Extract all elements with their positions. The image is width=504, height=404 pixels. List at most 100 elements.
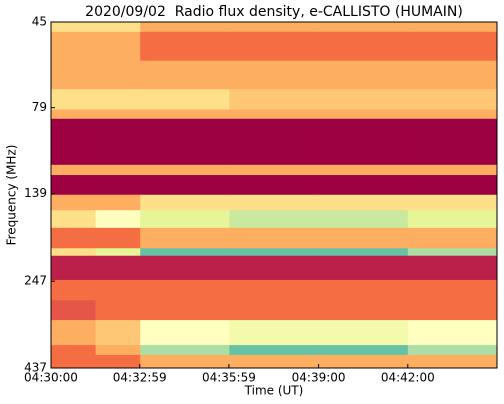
heatmap-cell <box>407 118 498 166</box>
heatmap-cell <box>318 60 409 90</box>
heatmap-cell <box>95 22 141 33</box>
heatmap-cell <box>229 175 320 196</box>
y-tick-label: 79 <box>32 100 47 114</box>
heatmap-cell <box>140 227 230 249</box>
heatmap-cell <box>140 31 230 62</box>
heatmap-cell <box>51 300 97 321</box>
heatmap-cell <box>95 279 141 301</box>
heatmap-cell <box>51 60 97 90</box>
heatmap-cell <box>318 109 409 120</box>
heatmap-cell <box>95 175 141 196</box>
heatmap-cell <box>51 320 97 346</box>
heatmap-cell <box>229 109 320 120</box>
heatmap-cell <box>407 300 498 321</box>
heatmap-cell <box>140 345 230 356</box>
heatmap-cell <box>51 194 97 211</box>
heatmap-cell <box>318 320 409 346</box>
heatmap-cell <box>229 210 320 229</box>
heatmap-cell <box>229 118 320 166</box>
heatmap-cell <box>318 345 409 356</box>
heatmap-cell <box>140 164 230 176</box>
heatmap-cell <box>407 164 498 176</box>
heatmap-cell <box>140 175 230 196</box>
heatmap-cell <box>51 279 97 301</box>
heatmap-cell <box>140 194 230 211</box>
heatmap-cell <box>318 227 409 249</box>
heatmap-cell <box>51 255 97 281</box>
heatmap-cell <box>318 175 409 196</box>
heatmap-cell <box>140 210 230 229</box>
heatmap-cell <box>229 227 320 249</box>
heatmap-cell <box>51 175 97 196</box>
heatmap-cell <box>51 345 97 356</box>
heatmap-cell <box>51 109 97 120</box>
heatmap-cell <box>229 345 320 356</box>
heatmap-cell <box>51 22 97 33</box>
heatmap-cell <box>407 354 498 369</box>
heatmap-cell <box>140 300 230 321</box>
heatmap-cell <box>140 255 230 281</box>
heatmap-cell <box>318 164 409 176</box>
heatmap-cell <box>318 210 409 229</box>
heatmap-cell <box>95 194 141 211</box>
heatmap-cell <box>318 89 409 111</box>
heatmap-cell <box>229 279 320 301</box>
heatmap-cell <box>407 248 498 257</box>
x-tick-label: 04:39:00 <box>292 371 346 385</box>
heatmap-cell <box>407 320 498 346</box>
heatmap-cell <box>407 194 498 211</box>
heatmap-cell <box>229 320 320 346</box>
heatmap-cell <box>140 60 230 90</box>
heatmap-cell <box>229 164 320 176</box>
heatmap-cell <box>229 89 320 111</box>
heatmap-cell <box>51 89 97 111</box>
heatmap-cell <box>318 194 409 211</box>
heatmap-cell <box>140 248 230 257</box>
heatmap-cell <box>95 164 141 176</box>
heatmap-cell <box>407 210 498 229</box>
heatmap-cell <box>140 320 230 346</box>
x-tick-label: 04:42:00 <box>381 371 435 385</box>
heatmap-cell <box>95 60 141 90</box>
heatmap-cell <box>95 109 141 120</box>
heatmap-cell <box>95 320 141 346</box>
heatmap-cell <box>407 175 498 196</box>
heatmap-cell <box>95 354 141 369</box>
heatmap-cell <box>51 354 97 369</box>
heatmap-cell <box>407 345 498 356</box>
y-tick-label: 247 <box>24 274 47 288</box>
heatmap-cell <box>51 164 97 176</box>
chart-title: 2020/09/02 Radio flux density, e-CALLIST… <box>85 4 463 20</box>
heatmap-cell <box>407 89 498 111</box>
x-tick-label: 04:35:59 <box>202 371 256 385</box>
heatmap-cell <box>229 31 320 62</box>
y-tick-label: 437 <box>24 361 47 375</box>
x-tick-label: 04:30:00 <box>24 371 78 385</box>
heatmap-cell <box>318 31 409 62</box>
heatmap-cell <box>140 22 230 33</box>
heatmap-cell <box>318 300 409 321</box>
heatmap-cell <box>95 345 141 356</box>
heatmap-cell <box>318 22 409 33</box>
heatmap-cell <box>318 118 409 166</box>
heatmap-cell <box>51 210 97 229</box>
heatmap-cell <box>407 60 498 90</box>
heatmap-cell <box>407 31 498 62</box>
heatmap-cell <box>229 354 320 369</box>
heatmap-cell <box>51 227 97 249</box>
heatmap-cell <box>407 22 498 33</box>
heatmap-cell <box>407 227 498 249</box>
heatmap-cell <box>318 354 409 369</box>
heatmap-cell <box>318 279 409 301</box>
y-tick-label: 139 <box>24 186 47 200</box>
heatmap-cell <box>140 109 230 120</box>
heatmap-cell <box>95 255 141 281</box>
heatmap-cell <box>51 248 97 257</box>
plot-frame <box>50 21 498 369</box>
heatmap-cell <box>95 118 141 166</box>
heatmap-cell <box>95 248 141 257</box>
heatmap-cell <box>51 31 97 62</box>
x-axis-label: Time (UT) <box>244 384 304 398</box>
